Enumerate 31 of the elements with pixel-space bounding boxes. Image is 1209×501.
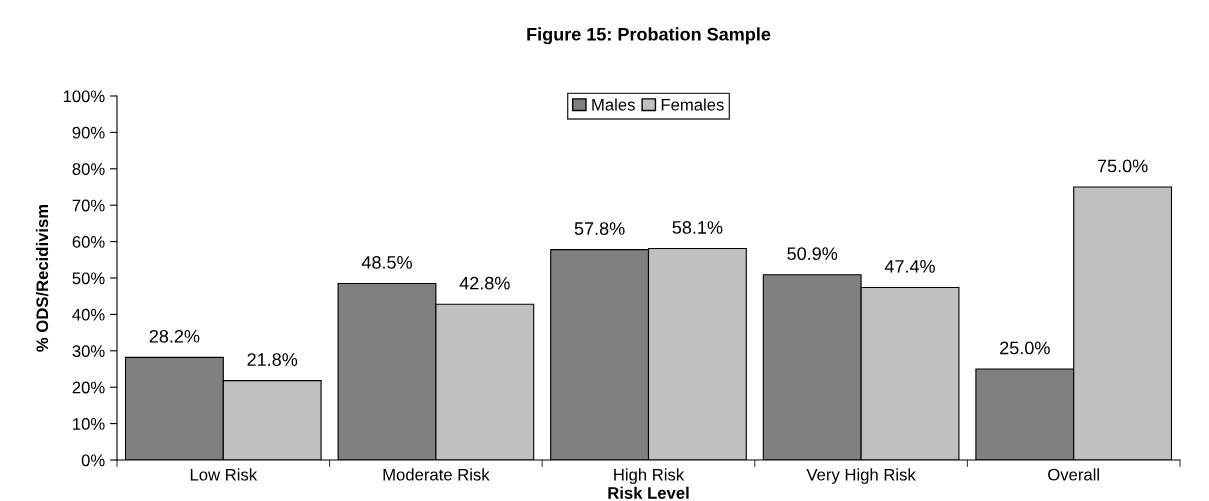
y-tick-label: 70% [72,199,105,212]
data-label: 47.4% [884,260,935,273]
y-tick-label: 10% [73,418,105,430]
y-tick-label: 20% [72,381,105,394]
y-axis-title: % ODS/Recidivism [35,204,49,352]
y-tick-label: 100% [63,90,105,103]
legend-label: Females [661,98,724,111]
y-tick-label: 90% [72,126,105,139]
data-label: 58.1% [672,221,723,234]
data-label: 42.8% [459,276,510,290]
data-label: 48.5% [361,255,412,269]
data-label: 25.0% [1000,341,1050,355]
data-label: 50.9% [787,247,838,261]
x-tick-label: Overall [1048,468,1099,481]
chart-title: Figure 15: Probation Sample [527,27,771,45]
data-label: 57.8% [574,222,625,235]
y-tick-label: 50% [72,272,105,285]
data-label: 28.2% [149,329,200,343]
legend-label: Males [592,98,635,111]
x-axis-title: Risk Level [608,486,689,499]
x-tick-label: Moderate Risk [383,468,490,481]
y-tick-label: 30% [72,345,105,357]
y-tick-label: 60% [72,236,105,248]
y-tick-label: 40% [72,308,105,321]
y-tick-label: 0% [81,454,105,467]
x-tick-label: High Risk [614,468,685,484]
data-label: 75.0% [1097,159,1148,173]
x-tick-label: Very High Risk [806,468,916,484]
x-tick-label: Low Risk [190,468,258,481]
y-tick-label: 80% [72,163,105,175]
data-label: 21.8% [247,353,298,366]
